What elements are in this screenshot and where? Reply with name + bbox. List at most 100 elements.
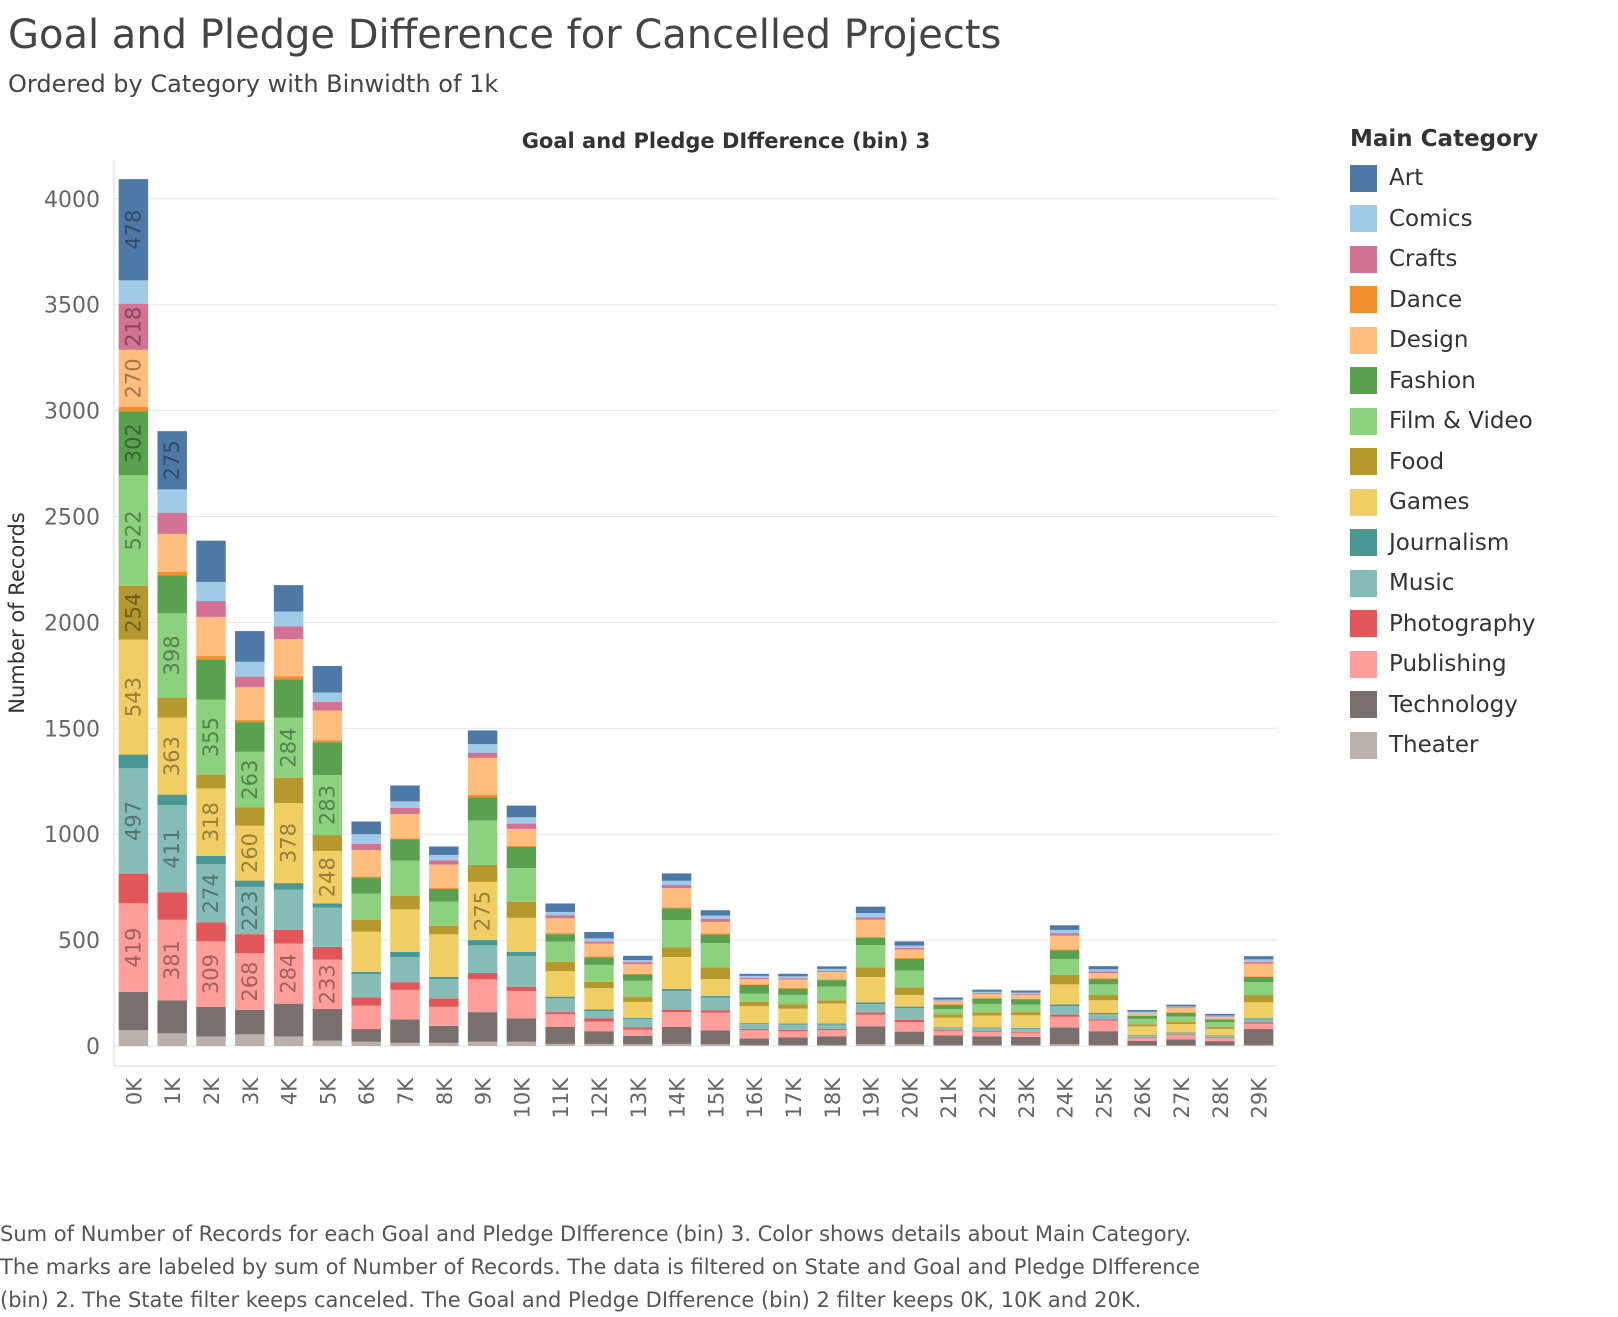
bar-segment <box>700 1012 731 1031</box>
bar-segment <box>1205 1022 1235 1027</box>
bar-segment <box>933 999 963 1001</box>
legend-item[interactable]: Design <box>1350 320 1610 361</box>
bar-segment <box>235 880 265 887</box>
legend-item[interactable]: Journalism <box>1350 523 1610 564</box>
bar-segment <box>196 1036 226 1046</box>
legend-item[interactable]: Dance <box>1350 280 1610 321</box>
bar-segment <box>1166 1007 1196 1009</box>
x-tick-label: 15K <box>704 1077 728 1119</box>
x-tick-label: 18K <box>821 1077 845 1119</box>
legend-item[interactable]: Publishing <box>1350 644 1610 685</box>
bar-segment <box>390 1042 420 1046</box>
legend-item[interactable]: Food <box>1350 442 1610 483</box>
bar-segment <box>700 933 731 935</box>
bar-segment <box>351 821 381 835</box>
bar-segment <box>273 676 304 680</box>
bar-segment <box>390 807 420 815</box>
y-tick-label: 0 <box>86 1035 100 1060</box>
legend-item[interactable]: Theater <box>1350 725 1610 766</box>
bar-segment <box>235 751 265 808</box>
bar-segment <box>817 1024 847 1029</box>
legend-item[interactable]: Games <box>1350 482 1610 523</box>
bar-segment <box>506 917 537 952</box>
bar-segment <box>390 909 420 952</box>
bar-segment <box>506 951 537 956</box>
bar-segment <box>1166 1045 1196 1046</box>
bar-segment <box>972 1044 1002 1046</box>
bar-segment <box>390 785 420 802</box>
bar-segment <box>739 1006 769 1024</box>
bar-segment <box>778 979 808 988</box>
bar-segment <box>273 717 304 778</box>
stacked-bar-chart: Goal and Pledge DIfference (bin) 3 0 500 10… <box>5 129 1278 1119</box>
legend-item[interactable]: Film & Video <box>1350 401 1610 442</box>
bar-segment <box>157 717 187 795</box>
bar-segment <box>1049 1014 1080 1017</box>
bar-segment <box>778 1044 808 1046</box>
legend-item[interactable]: Art <box>1350 158 1610 199</box>
bar-segment <box>390 839 420 861</box>
bar-segment <box>584 943 614 957</box>
data-label: 419 <box>121 928 145 968</box>
data-label: 233 <box>315 964 339 1004</box>
bar-segment <box>273 889 304 930</box>
bar-segment <box>778 978 808 980</box>
bar-segment <box>467 730 498 745</box>
bar-segment <box>157 512 187 534</box>
bar-segment <box>855 1044 886 1046</box>
bar-segment <box>933 1001 963 1005</box>
bar-segment <box>312 850 343 904</box>
bar-segment <box>312 740 343 743</box>
bar-segment <box>1049 949 1080 951</box>
bar-segment <box>118 406 149 412</box>
bar-segment <box>235 1009 265 1035</box>
bar-segment <box>196 788 226 856</box>
bar-segment <box>1205 1015 1235 1017</box>
data-label: 381 <box>160 940 184 980</box>
legend-item[interactable]: Music <box>1350 563 1610 604</box>
x-tick-label: 26K <box>1131 1077 1155 1119</box>
y-tick-label: 500 <box>58 929 100 954</box>
bar-segment <box>584 988 614 1010</box>
bar-segment <box>739 1044 769 1046</box>
legend-swatch <box>1350 650 1377 678</box>
bar-segment <box>1243 1023 1274 1030</box>
bar-segment <box>700 918 731 922</box>
x-tick-label: 13K <box>627 1077 651 1119</box>
bar-segment <box>855 1014 886 1027</box>
bar-segment <box>894 1022 925 1032</box>
bar-segment <box>118 585 149 640</box>
bar-segment <box>1127 1013 1157 1016</box>
bar-segment <box>1088 973 1119 979</box>
bar-segment <box>661 957 692 989</box>
legend-item[interactable]: Technology <box>1350 685 1610 726</box>
bar-segment <box>778 1004 808 1009</box>
data-label: 254 <box>121 593 145 633</box>
bar-segment <box>778 973 808 977</box>
legend-item[interactable]: Photography <box>1350 604 1610 645</box>
bar-segment <box>235 676 265 688</box>
legend-item[interactable]: Crafts <box>1350 239 1610 280</box>
legend-item[interactable]: Fashion <box>1350 361 1610 402</box>
bar-segment <box>273 1036 304 1046</box>
bar-segment <box>972 991 1002 993</box>
bar-segment <box>817 1023 847 1025</box>
bar-segment <box>894 1019 925 1023</box>
bar-segment <box>118 768 149 874</box>
legend-swatch <box>1350 610 1377 638</box>
bar-segment <box>661 908 692 920</box>
bar-segment <box>739 1028 769 1031</box>
legend-label: Fashion <box>1389 367 1476 394</box>
bar-segment <box>1011 1027 1041 1029</box>
chart-caption: Sum of Number of Records for each Goal a… <box>0 1218 1330 1317</box>
bar-segment <box>118 991 149 1031</box>
bar-segment <box>1011 1012 1041 1016</box>
bar-segment <box>429 979 459 999</box>
legend-item[interactable]: Comics <box>1350 199 1610 240</box>
bar-segment <box>1243 994 1274 1003</box>
bar-segment <box>1127 1018 1157 1025</box>
x-tick-label: 1K <box>161 1077 185 1105</box>
bar-segment <box>1166 1012 1196 1013</box>
bar-segment <box>506 846 537 869</box>
bar-segment <box>894 947 925 950</box>
